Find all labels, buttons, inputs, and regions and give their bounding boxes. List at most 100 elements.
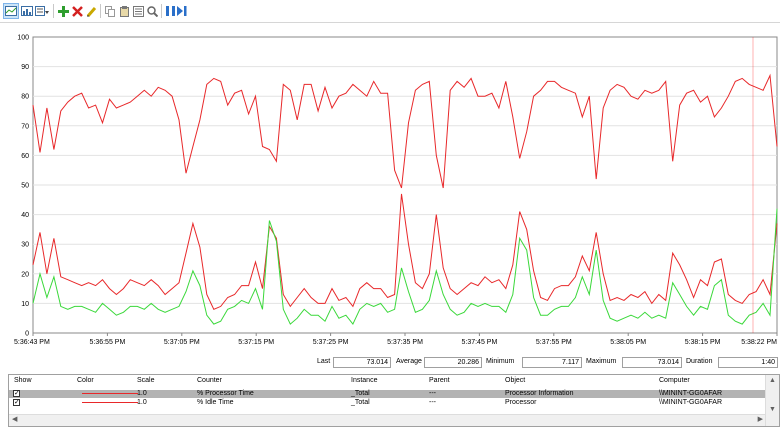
- add-counter-button[interactable]: [56, 3, 70, 19]
- toolbar-separator: [161, 4, 162, 18]
- y-tick-label: 60: [21, 153, 29, 160]
- view-current-activity-button[interactable]: [3, 3, 19, 19]
- series-line: [32, 73, 778, 189]
- color-swatch: [82, 393, 138, 394]
- x-tick-label: 5:38:15 PM: [685, 339, 721, 346]
- y-tick-label: 50: [21, 183, 29, 190]
- statistics-bar: Last 73.014 Average 20.286 Minimum 7.117…: [0, 356, 780, 370]
- minimum-label: Minimum: [486, 358, 515, 365]
- row-counter: % Idle Time: [197, 399, 234, 406]
- y-tick-label: 20: [21, 271, 29, 278]
- y-tick-label: 0: [25, 331, 29, 338]
- header-scale[interactable]: Scale: [137, 377, 155, 384]
- performance-graph: 100 90 80 70 60 50 40 30 20 10 0 5:36:43 PM 5:36:55 …: [0, 24, 780, 350]
- horizontal-scrollbar[interactable]: ◀ ▶: [9, 414, 766, 426]
- y-tick-label: 70: [21, 123, 29, 130]
- row-object: Processor Information: [505, 390, 574, 397]
- change-graph-type-button[interactable]: [20, 3, 34, 19]
- y-tick-label: 100: [17, 35, 29, 42]
- series-line: [32, 208, 778, 326]
- last-value: 73.014: [333, 357, 391, 368]
- scroll-left-icon[interactable]: ◀: [12, 416, 18, 423]
- header-object[interactable]: Object: [505, 377, 526, 384]
- freeze-display-button[interactable]: [164, 3, 176, 19]
- view-current-activity-icon: [5, 6, 17, 16]
- x-tick-label: 5:37:45 PM: [461, 339, 497, 346]
- last-label: Last: [317, 358, 331, 365]
- graph-type-dropdown-button[interactable]: [34, 3, 50, 19]
- paste-counter-list-button[interactable]: [117, 3, 131, 19]
- properties-icon: [132, 5, 144, 17]
- x-tick-label: 5:36:55 PM: [89, 339, 125, 346]
- scroll-up-icon[interactable]: ▲: [769, 377, 776, 384]
- paste-counter-list-icon: [119, 5, 129, 17]
- update-data-icon: [177, 6, 187, 16]
- x-tick-label: 5:37:35 PM: [387, 339, 423, 346]
- copy-properties-button[interactable]: [103, 3, 117, 19]
- legend-header: Show Color Scale Counter Instance Parent…: [9, 375, 779, 388]
- row-object: Processor: [505, 399, 537, 406]
- toolbar: [0, 0, 780, 23]
- counter-legend: Show Color Scale Counter Instance Parent…: [8, 374, 780, 427]
- row-scale: 1.0: [137, 390, 147, 397]
- highlight-icon: [86, 6, 96, 17]
- row-parent: ---: [429, 390, 436, 397]
- row-instance: _Total: [351, 390, 370, 397]
- change-graph-type-icon: [21, 6, 33, 16]
- x-tick-label: 5:37:05 PM: [164, 339, 200, 346]
- add-counter-icon: [57, 5, 69, 17]
- x-tick-label: 5:37:15 PM: [238, 339, 274, 346]
- highlight-button[interactable]: [84, 3, 98, 19]
- y-tick-label: 90: [21, 64, 29, 71]
- show-checkbox[interactable]: ✓: [13, 390, 20, 397]
- duration-label: Duration: [686, 358, 713, 365]
- duration-value: 1:40: [718, 357, 778, 368]
- show-checkbox[interactable]: ✓: [13, 399, 20, 406]
- header-instance[interactable]: Instance: [351, 377, 378, 384]
- header-counter[interactable]: Counter: [197, 377, 222, 384]
- legend-row[interactable]: ✓ 1.0 % Idle Time _Total --- Processor \…: [9, 399, 766, 407]
- properties-button[interactable]: [131, 3, 145, 19]
- x-tick-label: 5:38:05 PM: [610, 339, 646, 346]
- x-tick-label: 5:36:43 PM: [14, 339, 50, 346]
- color-swatch: [82, 402, 138, 403]
- average-value: 20.286: [424, 357, 482, 368]
- toolbar-separator: [53, 4, 54, 18]
- series-line: [32, 193, 778, 310]
- scroll-right-icon[interactable]: ▶: [757, 416, 763, 423]
- header-computer[interactable]: Computer: [659, 377, 690, 384]
- graph-type-dropdown-icon: [35, 6, 49, 16]
- scroll-down-icon[interactable]: ▼: [769, 406, 776, 413]
- row-instance: _Total: [351, 399, 370, 406]
- minimum-value: 7.117: [522, 357, 582, 368]
- x-tick-label: 5:37:55 PM: [536, 339, 572, 346]
- zoom-icon: [146, 5, 158, 17]
- y-tick-label: 30: [21, 242, 29, 249]
- x-tick-label: 5:37:25 PM: [313, 339, 349, 346]
- header-show[interactable]: Show: [14, 377, 32, 384]
- vertical-scrollbar[interactable]: ▲ ▼: [765, 375, 779, 426]
- average-label: Average: [396, 358, 422, 365]
- y-tick-label: 40: [21, 212, 29, 219]
- copy-properties-icon: [104, 5, 115, 17]
- row-counter: % Processor Time: [197, 390, 254, 397]
- delete-counter-button[interactable]: [70, 3, 84, 19]
- freeze-display-icon: [165, 6, 175, 16]
- y-tick-label: 80: [21, 94, 29, 101]
- maximum-label: Maximum: [586, 358, 617, 365]
- row-computer: \\MININT-GG0AFAR: [659, 399, 723, 406]
- update-data-button[interactable]: [176, 3, 188, 19]
- header-color[interactable]: Color: [77, 377, 94, 384]
- x-tick-label: 5:38:22 PM: [741, 339, 777, 346]
- y-tick-label: 10: [21, 301, 29, 308]
- maximum-value: 73.014: [622, 357, 682, 368]
- row-scale: 1.0: [137, 399, 147, 406]
- row-parent: ---: [429, 399, 436, 406]
- row-computer: \\MININT-GG0AFAR: [659, 390, 723, 397]
- zoom-button[interactable]: [145, 3, 159, 19]
- toolbar-separator: [100, 4, 101, 18]
- delete-counter-icon: [71, 5, 83, 17]
- header-parent[interactable]: Parent: [429, 377, 450, 384]
- legend-row[interactable]: ✓ 1.0 % Processor Time _Total --- Proces…: [9, 390, 766, 398]
